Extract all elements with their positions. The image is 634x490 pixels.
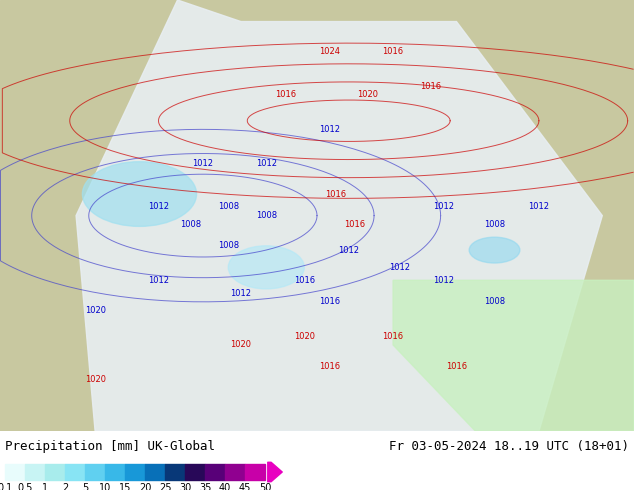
Text: 1016: 1016: [446, 362, 467, 371]
Text: 1008: 1008: [256, 211, 277, 220]
Text: 1008: 1008: [217, 241, 239, 250]
Text: 50: 50: [259, 483, 271, 490]
Text: 1024: 1024: [319, 47, 340, 56]
Text: 1012: 1012: [433, 202, 455, 212]
Bar: [125, 464, 145, 480]
Bar: [5, 464, 25, 480]
Text: 1012: 1012: [192, 159, 214, 169]
Text: 1: 1: [42, 483, 48, 490]
Bar: [25, 464, 45, 480]
Text: 10: 10: [99, 483, 111, 490]
Text: 1016: 1016: [382, 332, 404, 341]
Text: 1016: 1016: [420, 82, 442, 91]
Polygon shape: [393, 280, 634, 431]
Bar: [45, 464, 65, 480]
Ellipse shape: [469, 237, 520, 263]
Text: 40: 40: [219, 483, 231, 490]
Text: 1012: 1012: [230, 289, 252, 298]
Text: 1012: 1012: [148, 276, 169, 285]
Text: 1008: 1008: [484, 297, 505, 306]
Text: 1008: 1008: [217, 202, 239, 212]
Text: 1016: 1016: [325, 190, 347, 198]
Text: 45: 45: [239, 483, 251, 490]
Bar: [165, 464, 185, 480]
Text: 1012: 1012: [389, 263, 410, 272]
Ellipse shape: [82, 162, 197, 226]
Text: 1020: 1020: [84, 306, 106, 315]
Text: 30: 30: [179, 483, 191, 490]
Text: 20: 20: [139, 483, 151, 490]
Polygon shape: [76, 0, 602, 431]
Text: 1016: 1016: [319, 297, 340, 306]
Text: 1016: 1016: [344, 220, 366, 229]
Text: 1020: 1020: [294, 332, 315, 341]
Bar: [205, 464, 225, 480]
FancyArrowPatch shape: [268, 462, 282, 482]
Bar: [85, 464, 105, 480]
Text: Fr 03-05-2024 18..19 UTC (18+01): Fr 03-05-2024 18..19 UTC (18+01): [389, 440, 629, 453]
Text: 1008: 1008: [179, 220, 201, 229]
Text: 1020: 1020: [230, 341, 252, 349]
Bar: [245, 464, 265, 480]
Text: 1012: 1012: [433, 276, 455, 285]
Text: 1016: 1016: [275, 90, 296, 99]
Text: 15: 15: [119, 483, 131, 490]
Bar: [105, 464, 125, 480]
Bar: [145, 464, 165, 480]
Text: 1020: 1020: [84, 375, 106, 384]
Text: 1020: 1020: [357, 90, 378, 99]
Text: 0.5: 0.5: [17, 483, 33, 490]
Text: Precipitation [mm] UK-Global: Precipitation [mm] UK-Global: [5, 440, 215, 453]
Text: 1012: 1012: [319, 125, 340, 134]
Bar: [225, 464, 245, 480]
Text: 1012: 1012: [148, 202, 169, 212]
Text: 1016: 1016: [319, 362, 340, 371]
Text: 1012: 1012: [528, 202, 550, 212]
Text: 1012: 1012: [256, 159, 277, 169]
Bar: [185, 464, 205, 480]
Ellipse shape: [228, 246, 304, 289]
Text: 5: 5: [82, 483, 88, 490]
Text: 2: 2: [62, 483, 68, 490]
Text: 0.1: 0.1: [0, 483, 13, 490]
Bar: [65, 464, 85, 480]
Text: 35: 35: [199, 483, 211, 490]
Text: 25: 25: [158, 483, 171, 490]
Text: 1012: 1012: [338, 245, 359, 255]
Text: 1008: 1008: [484, 220, 505, 229]
Text: 1016: 1016: [382, 47, 404, 56]
Text: 1016: 1016: [294, 276, 315, 285]
